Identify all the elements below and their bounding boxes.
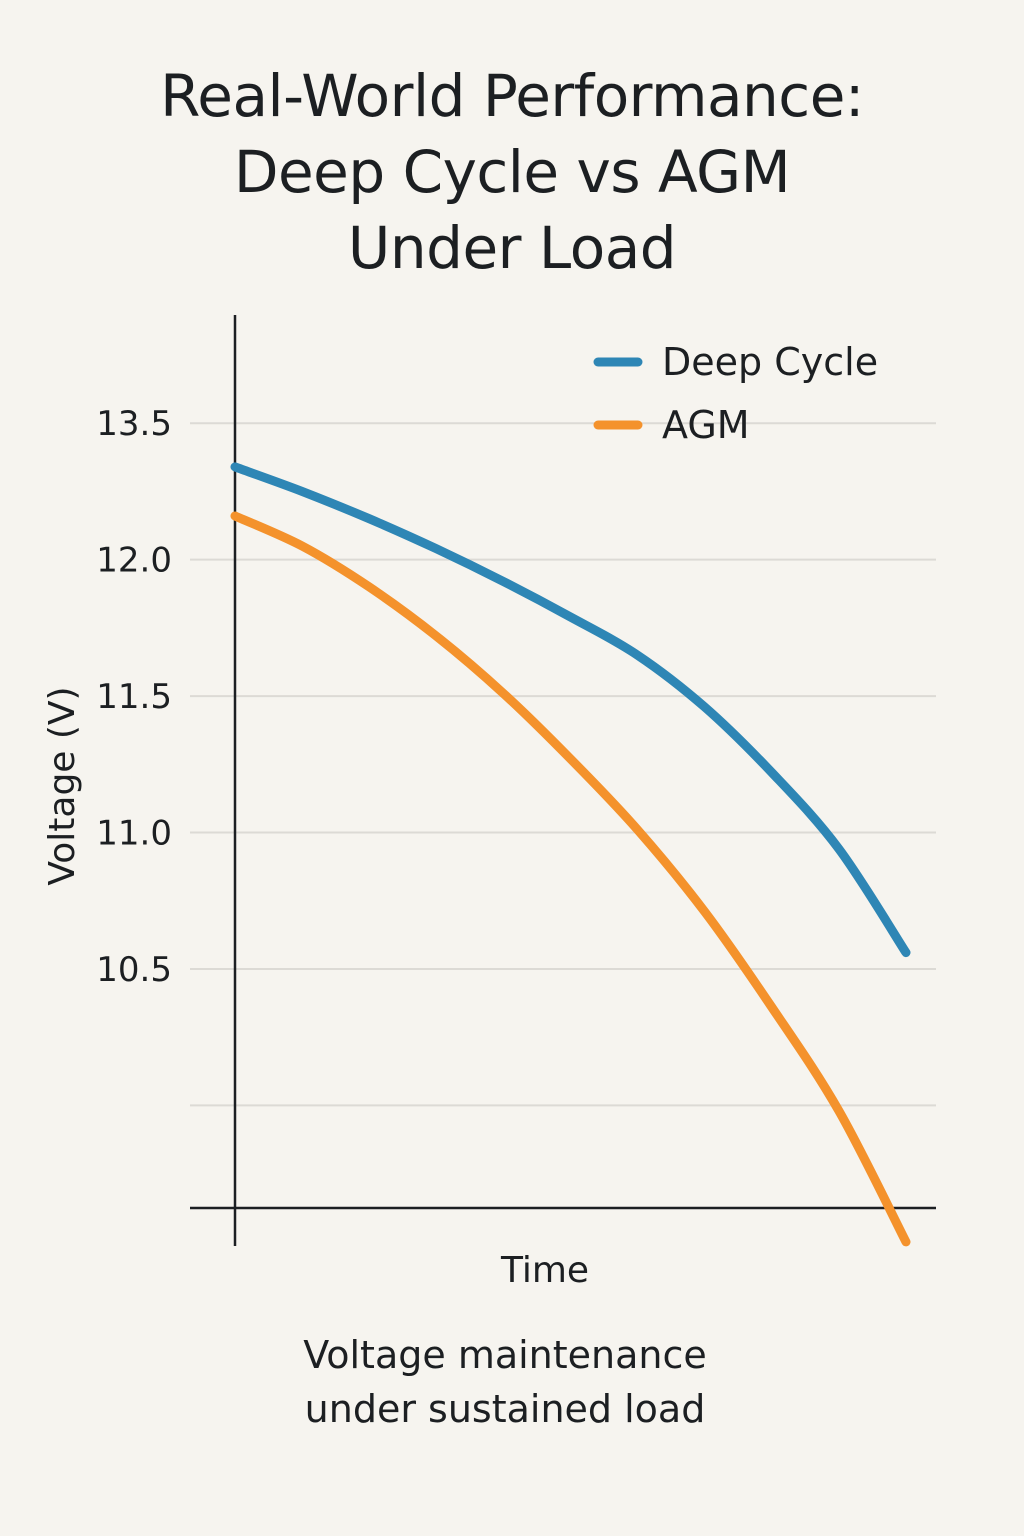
series-lines xyxy=(230,462,911,1247)
chart-title-line-1: Real-World Performance: xyxy=(160,62,864,130)
gridlines xyxy=(190,422,936,1107)
caption-line-2: under sustained load xyxy=(304,1387,706,1431)
y-tick-label: 12.0 xyxy=(96,541,172,581)
y-axis-title: Voltage (V) xyxy=(42,686,83,885)
x-axis-title: Time xyxy=(500,1250,589,1291)
y-tick-labels: 13.5 12.0 11.5 11.0 10.5 xyxy=(96,404,172,990)
series-line-agm xyxy=(230,511,911,1247)
y-tick-label: 11.0 xyxy=(96,814,172,854)
series-line-deep-cycle xyxy=(230,462,911,958)
chart-title: Real-World Performance: Deep Cycle vs AG… xyxy=(0,58,1024,286)
legend: Deep Cycle AGM xyxy=(593,340,878,447)
y-tick-label: 13.5 xyxy=(96,404,172,444)
y-tick-label: 11.5 xyxy=(96,677,172,717)
chart-title-line-2: Deep Cycle vs AGM xyxy=(233,138,791,206)
y-tick-label: 10.5 xyxy=(96,950,172,990)
legend-label-deep-cycle: Deep Cycle xyxy=(662,340,878,384)
legend-label-agm: AGM xyxy=(662,403,750,447)
chart-title-line-3: Under Load xyxy=(347,214,677,282)
caption-line-1: Voltage maintenance xyxy=(303,1333,707,1377)
chart-caption: Voltage maintenance under sustained load xyxy=(0,1328,1010,1436)
